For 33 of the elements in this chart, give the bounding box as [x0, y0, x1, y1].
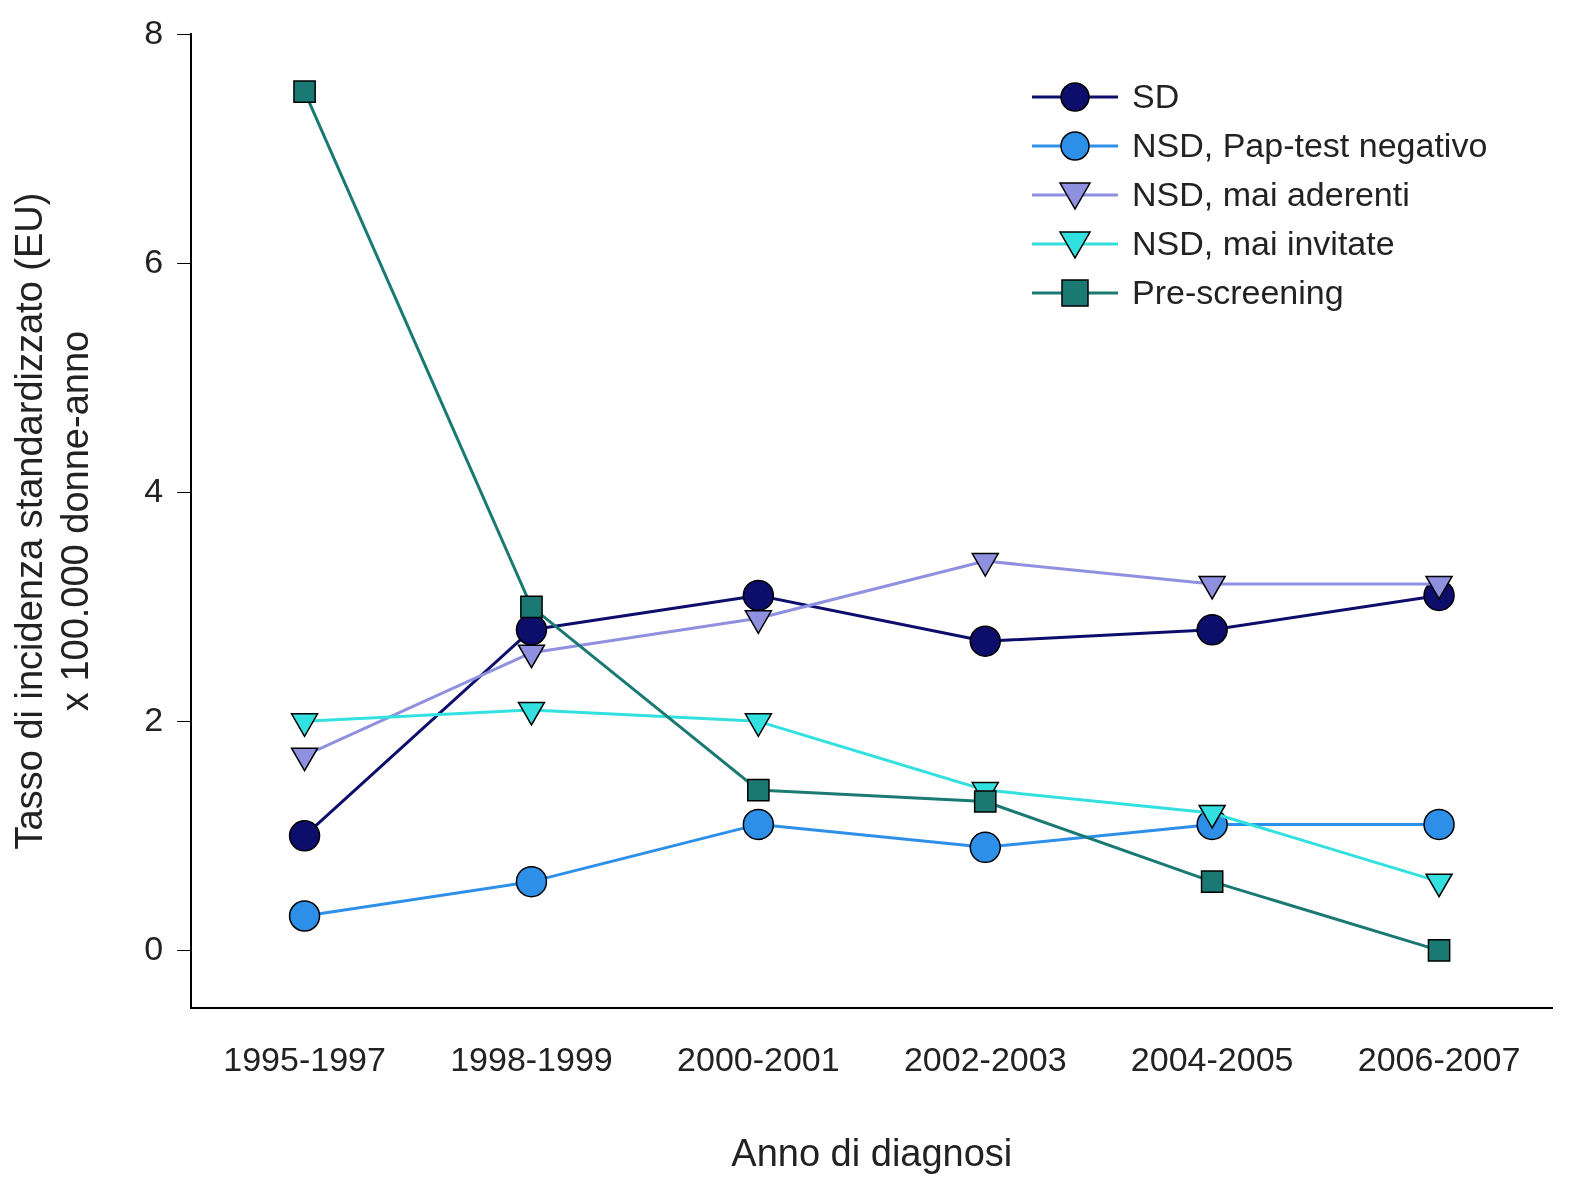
x-tick-label: 2004-2005 [1130, 1040, 1294, 1079]
legend-label: NSD, Pap-test negativo [1132, 126, 1488, 165]
point [742, 808, 775, 841]
y-tick-label: 2 [144, 699, 164, 738]
point [288, 820, 321, 852]
point [969, 625, 1001, 657]
x-tick-label: 2002-2003 [903, 1040, 1067, 1079]
y-tick-label: 6 [144, 241, 164, 280]
x-tick-label: 1998-1999 [450, 1040, 613, 1079]
legend-label: SD [1132, 77, 1180, 116]
y-tick-label: 0 [144, 928, 164, 967]
point [1200, 870, 1224, 894]
point [515, 865, 548, 898]
x-tick-label: 2006-2007 [1357, 1040, 1521, 1079]
x-axis-title: Anno di diagnosi [731, 1131, 1013, 1174]
point [973, 790, 997, 813]
legend-label: NSD, mai invitate [1132, 224, 1395, 263]
point [520, 595, 543, 619]
point [1196, 614, 1228, 646]
x-tick-label: 2000-2001 [677, 1040, 840, 1079]
x-tick-label: 1995-1997 [223, 1040, 386, 1079]
point [747, 778, 770, 802]
point [742, 579, 775, 612]
y-tick-label: 4 [144, 470, 164, 509]
y-axis-title: Tasso di incidenza standardizzato (EU) x 100.000 donne-anno [8, 192, 96, 850]
legend-label: NSD, mai aderenti [1132, 175, 1410, 214]
point [1427, 939, 1451, 962]
legend-label: Pre-screening [1132, 273, 1344, 312]
point [288, 900, 321, 932]
point [293, 80, 316, 103]
point [1423, 808, 1455, 841]
point [969, 831, 1001, 864]
y-tick-label: 8 [144, 12, 164, 51]
